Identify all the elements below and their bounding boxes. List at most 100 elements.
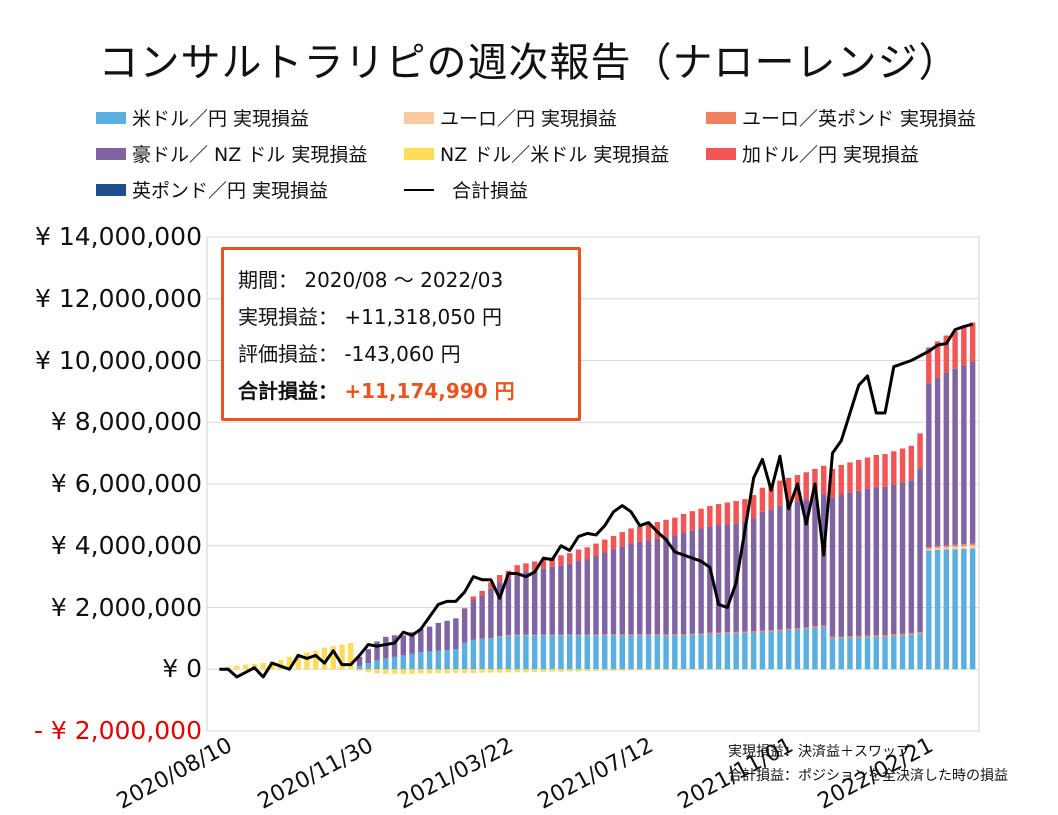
legend-item-gbpjpy: 英ポンド／円 実現損益 xyxy=(96,176,328,203)
bar-segment xyxy=(540,635,547,670)
bar-segment xyxy=(785,477,792,504)
bar-segment xyxy=(891,634,897,636)
bar-segment xyxy=(295,653,301,670)
bar-segment xyxy=(453,669,459,673)
bar-segment xyxy=(496,636,503,637)
bar-segment xyxy=(628,528,634,544)
bar-segment xyxy=(628,634,634,636)
bar-segment xyxy=(838,464,844,495)
bar-segment xyxy=(619,546,625,635)
bar-segment xyxy=(356,666,363,670)
legend-swatch-cadjpy xyxy=(706,147,736,160)
bar-segment xyxy=(899,482,906,634)
legend-item-eurjpy: ユーロ／円 実現損益 xyxy=(404,104,617,131)
bar-segment xyxy=(593,555,599,635)
bar-segment xyxy=(899,633,906,636)
bar-segment xyxy=(593,634,599,636)
chart-title: コンサルトラリピの週次報告（ナローレンジ） xyxy=(98,40,960,86)
bar-segment xyxy=(470,639,477,670)
bar-segment xyxy=(575,549,582,561)
bar-segment xyxy=(663,634,669,636)
bar-segment xyxy=(242,664,249,670)
period-row: 期間： 2020/08 ～ 2022/03 xyxy=(238,264,503,293)
bar-segment xyxy=(567,635,573,670)
bar-segment xyxy=(934,547,941,550)
bar-segment xyxy=(707,526,713,633)
bar-segment xyxy=(558,634,564,636)
bar-segment xyxy=(479,595,485,639)
bar-segment xyxy=(689,511,696,531)
bar-segment xyxy=(654,634,661,636)
bar-segment xyxy=(444,620,450,651)
bar-segment xyxy=(759,630,766,632)
bar-segment xyxy=(873,487,879,636)
bar-segment xyxy=(479,590,485,596)
bar-segment xyxy=(715,633,722,670)
bar-segment xyxy=(505,635,512,670)
bar-segment xyxy=(908,634,915,670)
total-value: +11,174,990 円 xyxy=(344,379,515,403)
bar-segment xyxy=(645,634,652,636)
bar-segment xyxy=(943,545,950,548)
bar-segment xyxy=(558,635,564,670)
bar-segment xyxy=(882,636,888,670)
bar-segment xyxy=(856,459,862,491)
bar-segment xyxy=(934,341,941,378)
bar-segment xyxy=(812,627,818,670)
bar-segment xyxy=(531,561,538,570)
footnotes: 実現損益：決済益＋スワップ 合計損益：ポジションを全決済した時の損益 xyxy=(728,740,1008,788)
bar-segment xyxy=(505,635,512,636)
bar-segment xyxy=(470,669,477,673)
bar-segment xyxy=(374,641,380,660)
bar-segment xyxy=(829,468,836,498)
bar-segment xyxy=(514,635,520,670)
bar-segment xyxy=(523,563,529,572)
bar-segment xyxy=(479,638,485,640)
chart-plot xyxy=(206,236,980,732)
bar-segment xyxy=(584,635,590,670)
bar-segment xyxy=(645,669,652,671)
legend-label-nzdusd: NZ ドル／米ドル 実現損益 xyxy=(440,144,670,166)
bar-segment xyxy=(602,539,608,553)
bar-segment xyxy=(847,492,853,637)
bar-segment xyxy=(488,582,494,589)
bar-segment xyxy=(567,553,573,564)
bar-segment xyxy=(426,651,433,670)
bar-segment xyxy=(943,549,950,670)
bar-segment xyxy=(628,669,634,671)
bar-segment xyxy=(575,669,582,672)
bar-segment xyxy=(514,634,520,636)
bar-segment xyxy=(523,634,529,636)
bar-segment xyxy=(461,643,468,670)
bar-segment xyxy=(637,541,643,635)
bar-segment xyxy=(891,451,897,485)
unrealized-label: 評価損益： xyxy=(238,342,338,366)
bar-segment xyxy=(234,665,240,670)
bar-segment xyxy=(549,635,555,670)
bar-segment xyxy=(952,331,958,369)
bar-segment xyxy=(724,502,731,525)
bar-segment xyxy=(969,322,976,362)
bar-segment xyxy=(952,368,958,545)
bar-segment xyxy=(742,499,748,522)
bar-segment xyxy=(803,499,809,628)
bar-segment xyxy=(856,635,862,638)
bar-segment xyxy=(610,634,617,636)
bar-segment xyxy=(689,633,696,635)
bar-segment xyxy=(847,462,853,493)
legend-item-total: 合計損益 xyxy=(404,176,528,203)
bar-segment xyxy=(724,632,731,634)
bar-segment xyxy=(567,669,573,672)
bar-segment xyxy=(584,547,590,560)
bar-segment xyxy=(689,634,696,670)
bar-segment xyxy=(602,669,608,671)
legend-swatch-nzdusd xyxy=(404,147,434,160)
bar-segment xyxy=(409,632,415,654)
bar-segment xyxy=(453,649,459,670)
legend-label-eurjpy: ユーロ／円 実現損益 xyxy=(440,108,618,130)
bar-segment xyxy=(908,633,915,635)
bar-segment xyxy=(689,530,696,634)
bar-segment xyxy=(794,629,801,670)
legend-label-usdjpy: 米ドル／円 実現損益 xyxy=(132,108,310,130)
bar-segment xyxy=(952,546,958,550)
